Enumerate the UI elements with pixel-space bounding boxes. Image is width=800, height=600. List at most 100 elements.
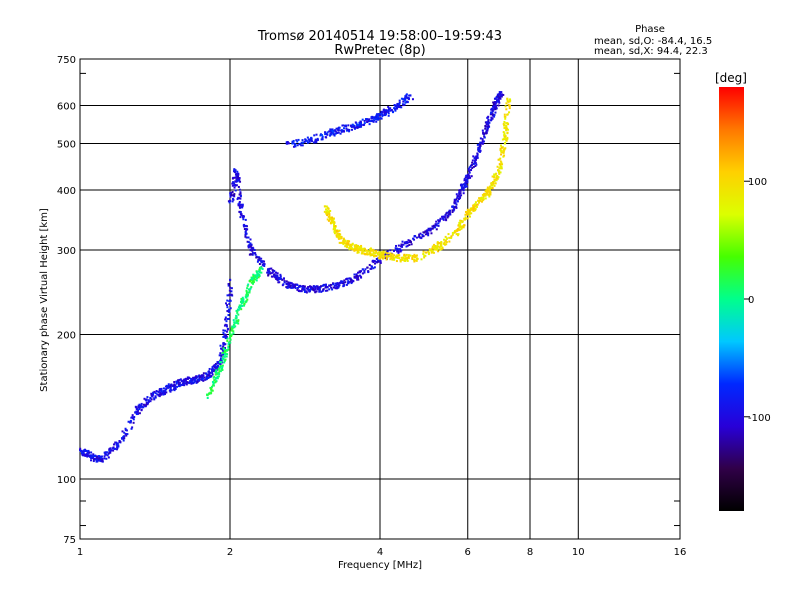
data-point	[124, 427, 127, 430]
data-point	[347, 124, 350, 127]
data-point	[411, 254, 414, 257]
data-point	[486, 129, 489, 132]
data-point	[82, 454, 85, 457]
data-point	[434, 223, 437, 226]
data-point	[381, 257, 384, 260]
data-point	[249, 280, 252, 283]
data-point	[365, 252, 368, 255]
data-point	[456, 228, 459, 231]
data-point	[219, 370, 222, 373]
data-point	[231, 182, 234, 185]
data-point	[404, 259, 407, 262]
data-point	[96, 457, 99, 460]
data-point	[427, 229, 430, 232]
data-point	[294, 287, 297, 290]
data-point	[421, 234, 424, 237]
data-point	[344, 245, 347, 248]
data-point	[448, 236, 451, 239]
data-point	[361, 268, 364, 271]
data-point	[446, 216, 449, 219]
data-point	[150, 394, 153, 397]
data-point	[334, 129, 337, 132]
data-point	[497, 171, 500, 174]
data-point	[142, 406, 145, 409]
data-point	[226, 294, 229, 297]
data-point	[146, 401, 149, 404]
data-point	[235, 180, 238, 183]
data-point	[223, 350, 226, 353]
data-point	[376, 113, 379, 116]
data-point	[482, 132, 485, 135]
data-point	[413, 235, 416, 238]
data-point	[359, 124, 362, 127]
data-point	[231, 197, 234, 200]
data-point	[243, 225, 246, 228]
data-point	[266, 271, 269, 274]
data-point	[441, 217, 444, 220]
data-point	[221, 364, 224, 367]
data-point	[393, 257, 396, 260]
data-point	[167, 383, 170, 386]
data-point	[368, 123, 371, 126]
data-point	[95, 458, 98, 461]
data-point	[452, 209, 455, 212]
data-point	[374, 252, 377, 255]
data-point	[380, 113, 383, 116]
data-point	[273, 274, 276, 277]
data-point	[208, 392, 211, 395]
data-point	[506, 97, 509, 100]
data-point	[336, 127, 339, 130]
data-point	[472, 209, 475, 212]
data-point	[92, 456, 95, 459]
data-point	[460, 227, 463, 230]
data-point	[326, 214, 329, 217]
data-point	[237, 196, 240, 199]
data-point	[495, 179, 498, 182]
data-point	[345, 129, 348, 132]
data-point	[124, 429, 127, 432]
data-point	[390, 257, 393, 260]
data-point	[79, 450, 82, 453]
data-point	[241, 299, 244, 302]
data-point	[398, 254, 401, 257]
data-point	[294, 144, 297, 147]
data-point	[213, 375, 216, 378]
data-point	[500, 153, 503, 156]
data-point	[320, 138, 323, 141]
data-point	[333, 225, 336, 228]
data-point	[496, 175, 499, 178]
data-point	[220, 360, 223, 363]
data-point	[227, 341, 230, 344]
data-point	[321, 137, 324, 140]
data-point	[210, 392, 213, 395]
data-point	[325, 208, 328, 211]
data-point	[134, 411, 137, 414]
data-point	[408, 243, 411, 246]
data-point	[413, 260, 416, 263]
data-point	[444, 235, 447, 238]
data-point	[275, 274, 278, 277]
data-point	[117, 445, 120, 448]
data-point	[493, 178, 496, 181]
data-point	[258, 271, 261, 274]
data-point	[400, 249, 403, 252]
data-point	[319, 134, 322, 137]
data-point	[498, 96, 501, 99]
data-point	[343, 242, 346, 245]
data-point	[380, 252, 383, 255]
data-point	[444, 243, 447, 246]
data-point	[343, 283, 346, 286]
data-point	[465, 180, 468, 183]
data-point	[230, 287, 233, 290]
data-point	[499, 167, 502, 170]
data-point	[358, 247, 361, 250]
data-point	[435, 224, 438, 227]
data-point	[489, 113, 492, 116]
data-point	[333, 284, 336, 287]
data-point	[131, 414, 134, 417]
data-point	[277, 276, 280, 279]
data-point	[163, 392, 166, 395]
data-point	[258, 268, 261, 271]
data-point	[437, 224, 440, 227]
data-point	[140, 402, 143, 405]
